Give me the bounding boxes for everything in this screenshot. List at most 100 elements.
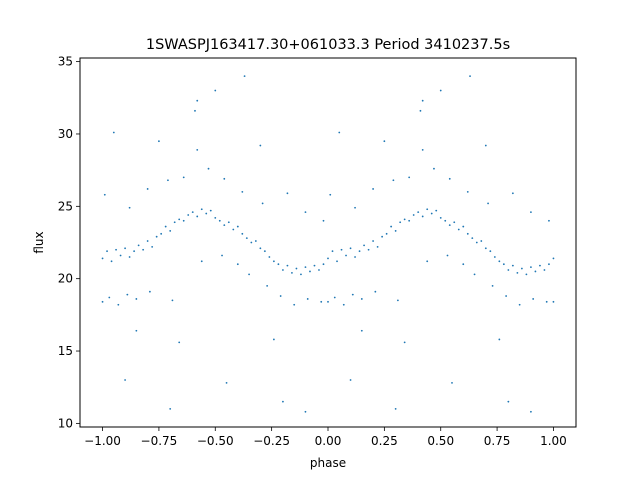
data-point: [137, 244, 140, 247]
data-point: [498, 260, 501, 263]
data-point: [306, 298, 309, 300]
data-point: [392, 179, 395, 182]
data-point: [182, 176, 185, 179]
data-point: [333, 296, 336, 299]
x-tick-label: 0.25: [371, 434, 398, 448]
data-point: [489, 250, 492, 253]
data-point: [354, 206, 356, 209]
data-point: [360, 329, 363, 332]
data-point: [124, 247, 126, 250]
data-point: [336, 260, 338, 263]
data-point: [491, 285, 494, 287]
data-point: [331, 250, 334, 253]
data-point: [484, 247, 487, 250]
data-point: [493, 256, 496, 258]
data-point: [291, 271, 293, 274]
data-point: [241, 232, 244, 235]
data-point: [322, 219, 325, 222]
data-point: [545, 300, 548, 303]
data-point: [223, 177, 226, 180]
data-point: [552, 257, 555, 260]
data-point: [484, 144, 487, 147]
y-axis: 10 15 20 25 30 35: [58, 55, 80, 430]
data-point: [146, 240, 149, 242]
data-point: [209, 209, 212, 212]
data-point: [532, 298, 535, 300]
data-point: [126, 293, 129, 296]
data-point: [360, 298, 363, 300]
data-point: [426, 208, 429, 211]
data-point: [214, 89, 217, 92]
data-point: [151, 245, 154, 248]
data-point: [178, 218, 181, 221]
data-point: [160, 232, 163, 235]
data-point: [466, 190, 469, 193]
data-point: [155, 235, 158, 238]
data-point: [548, 263, 550, 266]
data-point: [548, 219, 550, 222]
data-point: [403, 218, 406, 221]
data-point: [322, 263, 325, 266]
data-point: [516, 271, 519, 274]
data-point: [358, 250, 361, 253]
data-point: [448, 177, 451, 180]
data-point: [448, 224, 451, 227]
data-point: [261, 202, 264, 205]
data-point: [196, 148, 199, 151]
x-axis: −1.00 −0.75 −0.50 −0.25 0.00 0.25 0.50 0.75 1.00: [84, 427, 567, 448]
data-point: [245, 237, 248, 240]
x-tick-label: −0.75: [141, 434, 178, 448]
data-point: [408, 176, 411, 179]
data-point: [115, 248, 117, 251]
data-point: [520, 267, 523, 270]
data-point: [469, 75, 471, 77]
data-point: [272, 260, 275, 263]
data-point: [372, 188, 374, 190]
data-point: [169, 408, 172, 410]
data-point: [421, 148, 424, 151]
data-point: [119, 254, 122, 257]
x-axis-label: phase: [310, 456, 346, 470]
data-point: [169, 230, 172, 232]
data-point: [385, 232, 388, 235]
data-point: [320, 300, 323, 303]
data-point: [194, 109, 196, 112]
data-point: [300, 273, 302, 276]
data-point: [295, 267, 298, 270]
y-axis-label: flux: [32, 231, 46, 253]
data-point: [200, 260, 203, 263]
data-point: [304, 266, 307, 268]
data-point: [363, 244, 365, 247]
y-tick-label: 25: [58, 199, 73, 213]
data-point: [196, 215, 199, 218]
data-point: [543, 269, 546, 271]
x-tick-label: −0.25: [253, 434, 290, 448]
data-point: [457, 228, 460, 231]
y-tick-label: 30: [58, 127, 73, 141]
data-point: [286, 264, 289, 267]
data-point: [124, 379, 126, 381]
data-point: [250, 241, 253, 244]
data-point: [480, 240, 483, 242]
x-tick-label: 0.00: [315, 434, 342, 448]
data-point: [412, 214, 415, 216]
data-point: [511, 192, 514, 195]
data-point: [142, 248, 145, 251]
x-tick-label: 0.75: [484, 434, 511, 448]
data-point: [128, 256, 131, 258]
data-point: [277, 263, 280, 266]
data-point: [439, 217, 442, 219]
data-point: [342, 303, 345, 306]
data-point: [293, 303, 296, 306]
data-point: [383, 140, 386, 143]
x-tick-label: 0.50: [427, 434, 454, 448]
data-point: [205, 212, 208, 215]
data-point: [530, 211, 532, 214]
y-tick-label: 15: [58, 344, 73, 358]
data-point: [178, 341, 181, 344]
data-point: [354, 256, 356, 258]
data-point: [207, 167, 210, 170]
data-point: [232, 228, 235, 231]
data-point: [236, 225, 239, 228]
